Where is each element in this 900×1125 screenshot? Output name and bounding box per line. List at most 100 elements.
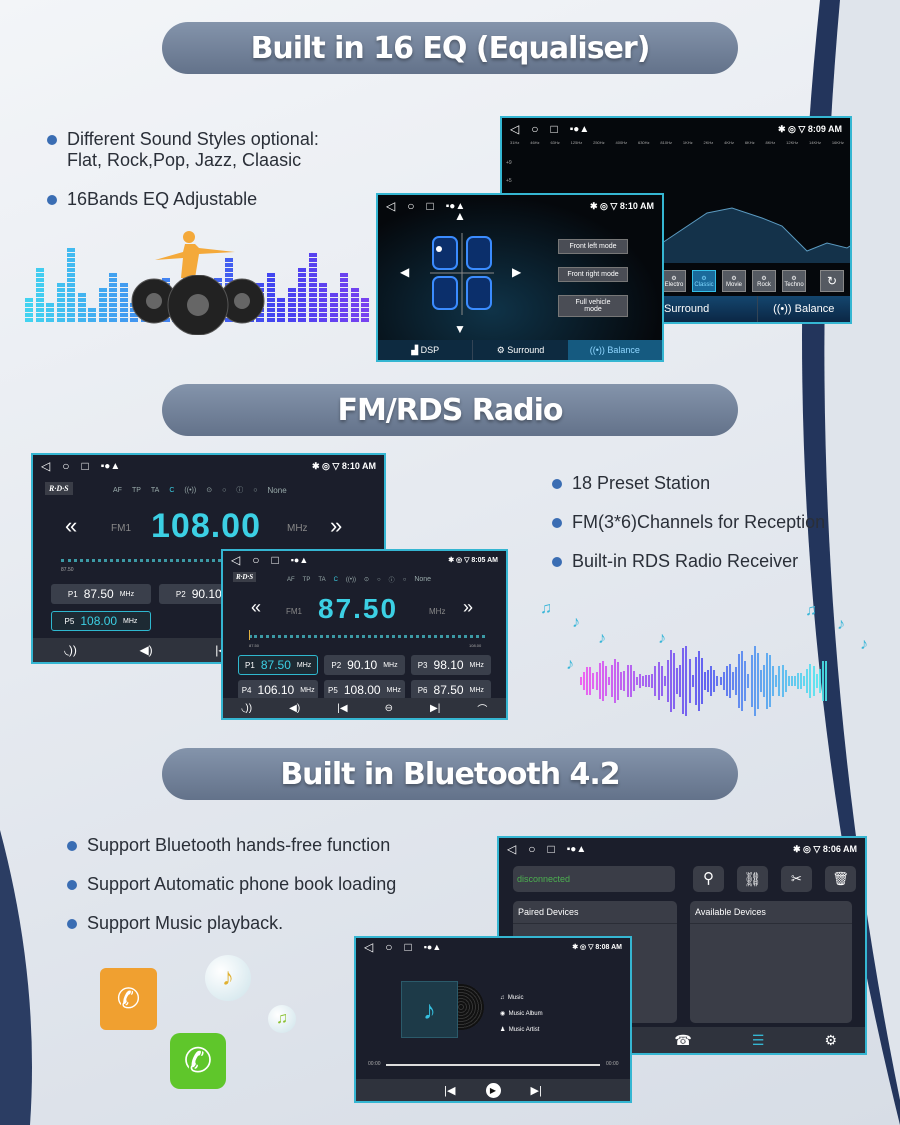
seek-forward-button[interactable]: » [330, 513, 343, 538]
recents-icon[interactable]: □ [550, 122, 558, 136]
speaker-icon[interactable]: ◀) [139, 643, 153, 657]
device-list-icon[interactable]: ☰ [751, 1031, 765, 1048]
tuning-scale[interactable] [249, 635, 485, 638]
rds-signal-icon[interactable]: ◟)) [64, 643, 77, 657]
recents-icon[interactable]: □ [547, 842, 555, 856]
search-icon[interactable]: ○ [222, 486, 227, 494]
preset-p5[interactable]: P5 108.00 MHz [324, 680, 405, 700]
home-icon[interactable]: ○ [531, 122, 539, 136]
right-arrow-icon[interactable]: ▶ [512, 265, 522, 279]
seek-back-button[interactable]: « [65, 513, 78, 538]
preset-p5[interactable]: P5 108.00 MHz [51, 611, 151, 631]
af-toggle[interactable]: AF [113, 486, 122, 494]
bt-action-buttons: ⚲ ⛓ ✂ 🗑 [693, 866, 856, 892]
preset-number: P3 [417, 660, 428, 670]
tab-dsp[interactable]: ▟ DSP [411, 345, 440, 355]
info-icon[interactable]: ⓘ [388, 578, 395, 584]
scan-icon[interactable]: ○ [402, 576, 407, 583]
call-log-icon[interactable]: ☎ [674, 1031, 692, 1048]
down-arrow-icon[interactable]: ▼ [454, 322, 466, 336]
antenna-icon[interactable]: ⌒ [477, 704, 488, 716]
home-icon[interactable]: ○ [252, 553, 260, 567]
search-icon[interactable]: ○ [377, 576, 381, 583]
tp-toggle[interactable]: TP [131, 486, 141, 494]
af-toggle[interactable]: AF [287, 576, 295, 583]
home-icon[interactable]: ○ [62, 459, 70, 473]
tab-surround[interactable]: ⚙ Surround [472, 340, 567, 360]
preset-p4[interactable]: P4 106.10 MHz [238, 680, 319, 700]
tab-label: Balance [794, 303, 835, 315]
seek-forward-button[interactable]: » [463, 597, 474, 617]
eq-band-label: 8KHz [765, 140, 776, 145]
rds-button[interactable]: R·D·S [233, 572, 257, 582]
play-button[interactable]: ▶ [485, 1082, 501, 1098]
search-icon[interactable]: ⊖ [384, 702, 393, 714]
ta-toggle[interactable]: TA [318, 576, 326, 583]
preset-p6[interactable]: P6 87.50 MHz [410, 680, 491, 700]
recents-icon[interactable]: □ [81, 459, 89, 473]
home-icon[interactable]: ○ [528, 842, 536, 856]
back-icon[interactable]: ◁ [507, 842, 517, 856]
info-icon[interactable]: ⓘ [236, 487, 244, 494]
tab-surround[interactable]: Surround [664, 303, 710, 315]
link-button[interactable]: ⛓ [737, 866, 768, 892]
left-arrow-icon[interactable]: ◀ [400, 265, 410, 279]
broadcast-icon[interactable]: ((•)) [345, 576, 357, 583]
car-seats-balance[interactable] [430, 233, 494, 315]
back-icon[interactable]: ◁ [41, 459, 51, 473]
full-vehicle-mode-button[interactable]: Full vehicle mode [558, 295, 628, 317]
preset-p1[interactable]: P1 87.50 MHz [238, 655, 319, 675]
notification-icons: ▪●▲ [100, 460, 121, 472]
eq-style-techno[interactable]: ⚙ Techno [782, 270, 806, 292]
eq-style-electro[interactable]: ⚙ Electro [662, 270, 686, 292]
rds-signal-icon[interactable]: ◟)) [241, 702, 253, 714]
next-icon[interactable]: ▶| [430, 702, 441, 714]
recents-icon[interactable]: □ [271, 553, 279, 567]
eq-style-movie[interactable]: ⚙ Movie [722, 270, 746, 292]
refresh-icon[interactable]: C [333, 576, 338, 583]
search-button[interactable]: ⚲ [693, 866, 724, 892]
ta-toggle[interactable]: TA [150, 486, 160, 494]
eq-style-classic[interactable]: ⚙ Classic [692, 270, 716, 292]
preset-p2[interactable]: P2 90.10 MHz [324, 655, 405, 675]
rds-button[interactable]: R·D·S [45, 482, 73, 495]
preset-p3[interactable]: P3 98.10 MHz [410, 655, 491, 675]
tab-balance[interactable]: ((•)) Balance [756, 296, 851, 322]
seek-back-button[interactable]: « [251, 597, 262, 617]
progress-bar[interactable] [386, 1064, 600, 1066]
equalizer-bar [119, 282, 128, 322]
tuning-scale[interactable] [61, 559, 371, 562]
unit-label: MHz [429, 607, 446, 616]
settings-icon[interactable]: ⚙ [824, 1031, 837, 1048]
bullet-text: Flat, Rock,Pop, Jazz, Claasic [67, 150, 302, 170]
back-icon[interactable]: ◁ [231, 553, 241, 567]
style-label: Classic [694, 281, 714, 288]
previous-icon[interactable]: |◀ [337, 702, 348, 714]
stereo-icon[interactable]: ⊙ [364, 577, 370, 583]
front-left-mode-button[interactable]: Front left mode [558, 239, 628, 254]
tab-balance[interactable]: ((•)) Balance [567, 340, 662, 360]
up-arrow-icon[interactable]: ▲ [454, 209, 466, 223]
refresh-icon[interactable]: C [169, 486, 175, 494]
previous-track-icon[interactable]: |◀ [444, 1084, 456, 1097]
preset-p1[interactable]: P1 87.50 MHz [51, 584, 151, 604]
unlink-button[interactable]: ✂ [781, 866, 812, 892]
stereo-icon[interactable]: ⊙ [206, 487, 213, 494]
back-icon[interactable]: ◁ [364, 940, 374, 954]
front-right-mode-button[interactable]: Front right mode [558, 267, 628, 282]
scan-icon[interactable]: ○ [253, 486, 258, 494]
reset-button[interactable]: ↻ [820, 270, 844, 292]
eq-style-rock[interactable]: ⚙ Rock [752, 270, 776, 292]
tp-toggle[interactable]: TP [302, 576, 311, 583]
broadcast-icon[interactable]: ((•)) [184, 486, 197, 494]
home-icon[interactable]: ○ [385, 940, 393, 954]
back-icon[interactable]: ◁ [510, 122, 520, 136]
home-icon[interactable]: ○ [407, 199, 415, 213]
next-track-icon[interactable]: ▶| [530, 1084, 542, 1097]
tuning-needle[interactable] [249, 630, 250, 640]
back-icon[interactable]: ◁ [386, 199, 396, 213]
recents-icon[interactable]: □ [404, 940, 412, 954]
speaker-icon[interactable]: ◀) [289, 702, 301, 714]
delete-button[interactable]: 🗑 [825, 866, 856, 892]
recents-icon[interactable]: □ [426, 199, 434, 213]
